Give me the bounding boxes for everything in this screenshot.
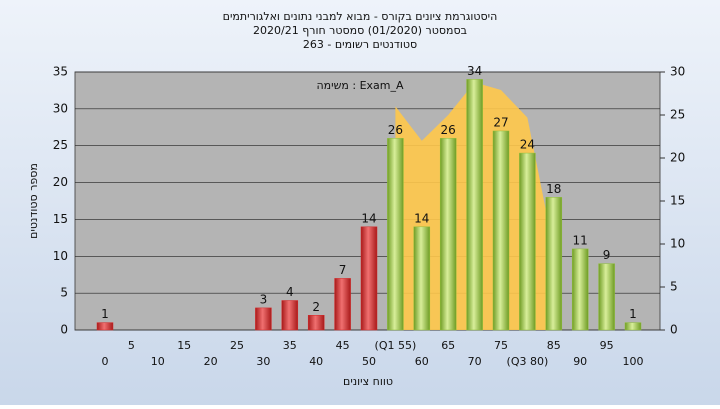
y-tick-label: 15 [53,212,68,226]
data-label: 26 [441,123,456,137]
x-tick-label: 90 [573,355,587,368]
x-tick-label: 20 [204,355,218,368]
bar [334,278,351,331]
x-tick-label: 25 [230,339,244,352]
data-label: 9 [603,248,611,262]
data-label: 18 [546,182,561,196]
y-tick-label: 30 [53,101,68,115]
data-label: 1 [629,307,637,321]
chart-subtitle: בסמסטר (01/2020) סמסטר חורף 2020/21 [253,24,467,37]
bar [307,315,325,331]
bar [255,307,272,331]
x-tick-label: 35 [283,339,297,352]
chart-title: היסטוגרמת ציונים בקורס - מבוא למבני נתונ… [223,10,498,23]
data-label: 24 [520,138,535,152]
bar [96,322,114,331]
bar [624,322,642,331]
x-tick-label: 85 [547,339,561,352]
bar [598,263,615,331]
data-label: 1 [101,307,109,321]
bar [360,226,378,331]
x-tick-label: 70 [468,355,482,368]
data-label: 2 [312,300,320,314]
y2-tick-label: 15 [670,194,685,208]
x-tick-label: 65 [441,339,455,352]
y2-tick-label: 0 [670,323,678,337]
y2-tick-label: 10 [670,237,685,251]
bar [439,138,457,331]
x-tick-label: 15 [177,339,191,352]
bar [466,79,483,331]
bar [545,197,563,331]
y2-tick-label: 20 [670,151,685,165]
bar [387,138,404,331]
data-label: 3 [260,292,268,306]
data-label: 26 [388,123,403,137]
x-tick-label: 0 [102,355,109,368]
data-label: 34 [467,64,482,78]
x-tick-label: 10 [151,355,165,368]
bar [281,300,299,331]
x-tick-label: 45 [336,339,350,352]
y-tick-label: 0 [60,323,68,337]
x-tick-label: 50 [362,355,376,368]
chart-subtitle: סטודנטים רשומים - 263 [303,38,417,51]
x-tick-label: 5 [128,339,135,352]
y2-tick-label: 25 [670,108,685,122]
data-label: 7 [339,263,347,277]
x-tick-label: 30 [256,355,270,368]
y-axis-label: מספר סטודנטים [27,163,40,239]
x-tick-label: 60 [415,355,429,368]
annotation: משימה : Exam_A [316,79,404,92]
x-tick-label: 40 [309,355,323,368]
y-tick-label: 25 [53,138,68,152]
y-tick-label: 20 [53,175,68,189]
data-label: 4 [286,285,294,299]
bar [519,152,536,331]
x-tick-label: (Q1 55) [375,339,417,352]
x-axis-label: טווח ציונים [343,375,393,388]
data-label: 14 [361,211,376,225]
x-tick-label: 75 [494,339,508,352]
data-label: 27 [493,115,508,129]
x-tick-label: (Q3 80) [507,355,549,368]
y-tick-label: 35 [53,65,68,79]
y2-tick-label: 30 [670,65,685,79]
x-tick-label: 100 [623,355,644,368]
data-label: 14 [414,211,429,225]
data-label: 11 [573,233,588,247]
y-tick-label: 5 [60,286,68,300]
y-tick-label: 10 [53,249,68,263]
x-tick-label: 95 [600,339,614,352]
bar [492,130,510,331]
bar [413,226,431,331]
y2-tick-label: 5 [670,280,678,294]
bar [571,248,589,331]
